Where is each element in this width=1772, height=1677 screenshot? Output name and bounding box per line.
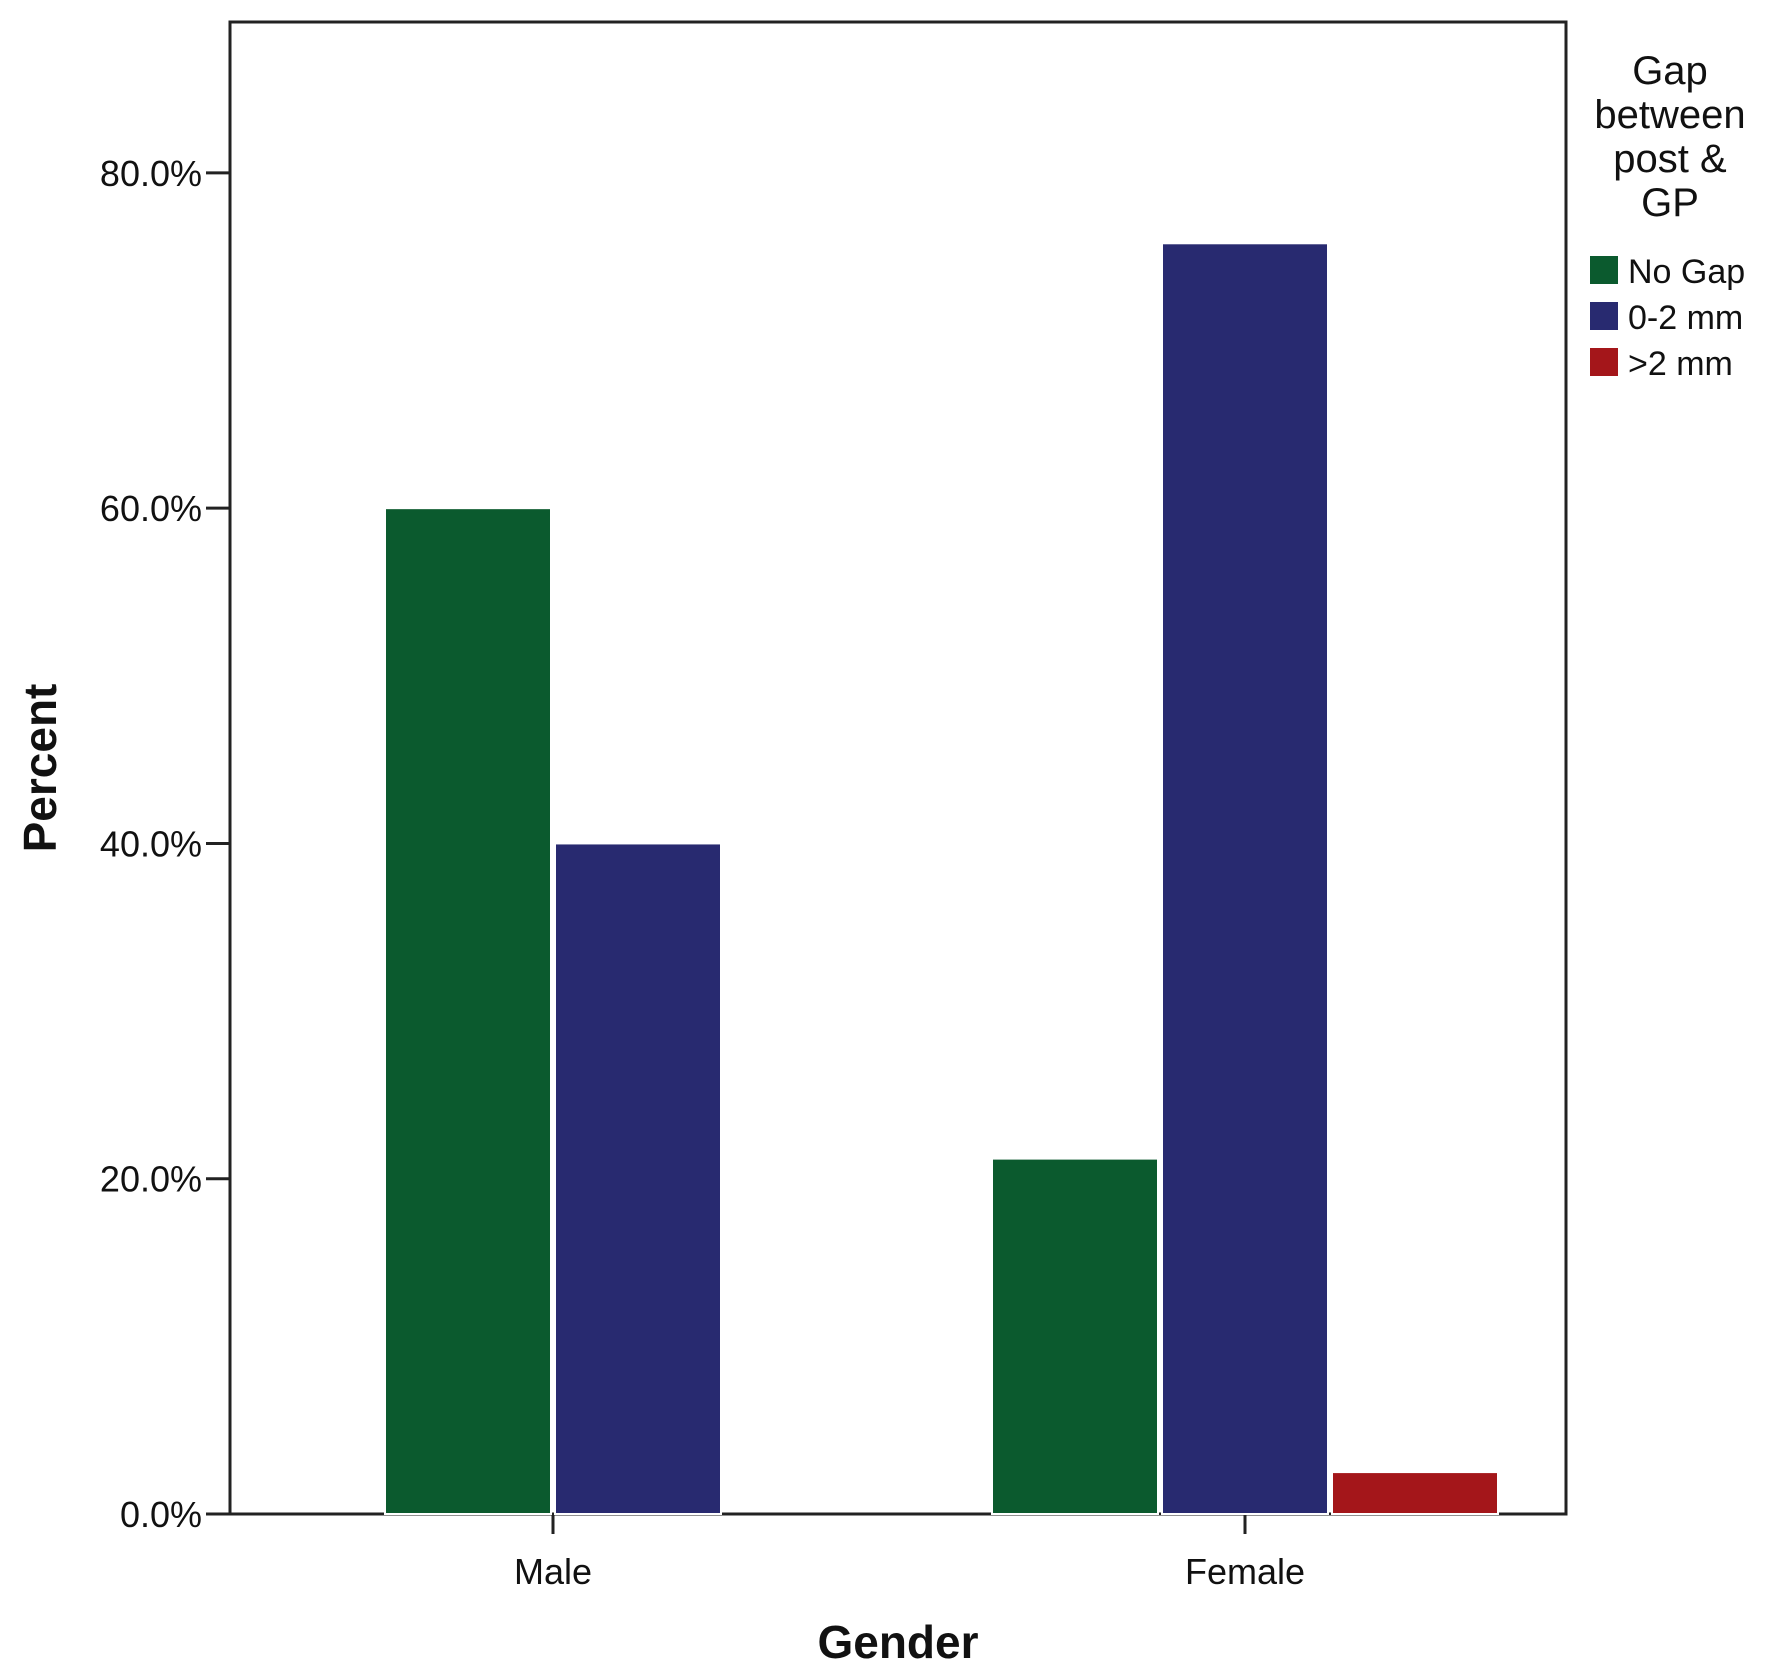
bar bbox=[554, 842, 722, 1515]
y-tick-label: 60.0% bbox=[100, 488, 202, 529]
x-tick-label: Male bbox=[514, 1551, 592, 1592]
bar bbox=[1161, 242, 1329, 1515]
legend-label: 0-2 mm bbox=[1628, 299, 1743, 337]
plot-frame bbox=[228, 20, 1568, 1516]
y-axis: 0.0% 20.0% 40.0% 60.0% 80.0% bbox=[100, 153, 230, 1535]
bar-group bbox=[384, 242, 1499, 1516]
y-tick-label: 20.0% bbox=[100, 1159, 202, 1200]
legend-title-line: post & bbox=[1613, 137, 1727, 181]
legend-title-line: Gap bbox=[1632, 49, 1708, 93]
x-axis: Male Female bbox=[514, 1514, 1305, 1592]
bar bbox=[1331, 1471, 1499, 1515]
legend-title-line: GP bbox=[1641, 181, 1699, 225]
legend-swatch bbox=[1590, 348, 1618, 376]
x-tick-label: Female bbox=[1185, 1551, 1305, 1592]
legend-swatch bbox=[1590, 256, 1618, 284]
legend-swatch bbox=[1590, 302, 1618, 330]
legend-label: No Gap bbox=[1628, 253, 1745, 291]
y-tick-label: 80.0% bbox=[100, 153, 202, 194]
y-tick-label: 0.0% bbox=[120, 1494, 202, 1535]
y-axis-title: Percent bbox=[14, 684, 66, 853]
bar bbox=[991, 1157, 1159, 1516]
x-axis-title: Gender bbox=[817, 1616, 978, 1668]
bar bbox=[384, 507, 552, 1516]
legend-label: >2 mm bbox=[1628, 345, 1733, 383]
y-tick-label: 40.0% bbox=[100, 823, 202, 864]
legend-title-line: between bbox=[1594, 93, 1745, 137]
